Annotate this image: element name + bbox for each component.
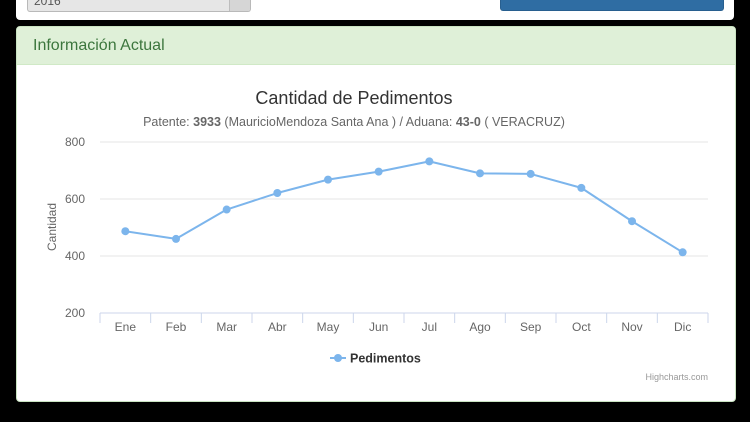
x-tick-label: Oct [572, 320, 591, 334]
y-axis: 200 400 600 800 [65, 135, 85, 320]
data-point[interactable] [425, 157, 434, 166]
x-tick-label: Jul [422, 320, 437, 334]
chart-grid [100, 141, 708, 257]
data-point[interactable] [526, 169, 535, 178]
y-tick-label: 600 [65, 192, 85, 206]
x-tick-label: Jun [369, 320, 388, 334]
subtitle-aduana: 43-0 [456, 115, 481, 129]
x-tick-label: Dic [674, 320, 691, 334]
y-tick-label: 800 [65, 135, 85, 149]
data-point[interactable] [324, 175, 332, 184]
x-tick-label: Abr [268, 320, 287, 334]
chart-title: Cantidad de Pedimentos [255, 88, 452, 108]
y-tick-label: 400 [65, 249, 85, 263]
subtitle-suffix: ( VERACRUZ) [481, 115, 565, 129]
chart-subtitle: Patente: 3933 (MauricioMendoza Santa Ana… [143, 115, 565, 129]
subtitle-patente: 3933 [193, 115, 221, 129]
legend-item-pedimentos[interactable]: Pedimentos [350, 352, 421, 366]
series-line [124, 160, 684, 254]
submit-button[interactable] [500, 0, 724, 11]
subtitle-prefix: Patente: [143, 115, 193, 129]
x-tick-label: Sep [520, 320, 542, 334]
x-tick-label: Feb [166, 320, 187, 334]
x-tick-label: Mar [216, 320, 237, 334]
x-tick-label: Ago [469, 320, 491, 334]
y-tick-label: 200 [65, 306, 85, 320]
legend[interactable]: Pedimentos [330, 352, 421, 366]
info-panel: Información Actual [16, 26, 736, 402]
year-select-value: 2016 [34, 0, 61, 8]
data-point[interactable] [121, 227, 130, 236]
data-point[interactable] [374, 167, 383, 176]
legend-marker-icon [334, 354, 342, 362]
subtitle-middle: (MauricioMendoza Santa Ana ) / Aduana: [221, 115, 456, 129]
chart-series [121, 157, 687, 257]
x-tick-label: May [317, 320, 340, 334]
data-point[interactable] [628, 217, 636, 226]
x-axis: Ene Feb Mar Abr May Jun Jul Ago Sep Oct Nov Dic [99, 312, 709, 334]
x-tick-label: Nov [621, 320, 642, 334]
chart-credits[interactable]: Highcharts.com [645, 372, 708, 382]
data-point[interactable] [678, 248, 687, 257]
data-point[interactable] [476, 169, 484, 178]
data-point[interactable] [577, 183, 586, 192]
select-arrow-icon [229, 0, 250, 11]
data-point[interactable] [222, 205, 231, 214]
year-select[interactable]: 2016 [27, 0, 251, 12]
data-point[interactable] [273, 189, 282, 198]
data-point[interactable] [172, 234, 180, 243]
panel-heading: Información Actual [17, 27, 735, 65]
x-tick-label: Ene [115, 320, 137, 334]
y-axis-title: Cantidad [45, 203, 59, 251]
